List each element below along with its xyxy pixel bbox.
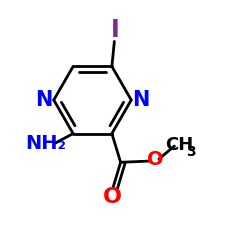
Text: O: O [102, 187, 122, 207]
Text: I: I [110, 18, 119, 42]
Text: 3: 3 [186, 144, 196, 158]
Text: N: N [132, 90, 150, 110]
Text: O: O [146, 150, 163, 169]
Text: NH₂: NH₂ [25, 134, 66, 153]
Text: CH: CH [165, 136, 193, 154]
Text: N: N [36, 90, 53, 110]
